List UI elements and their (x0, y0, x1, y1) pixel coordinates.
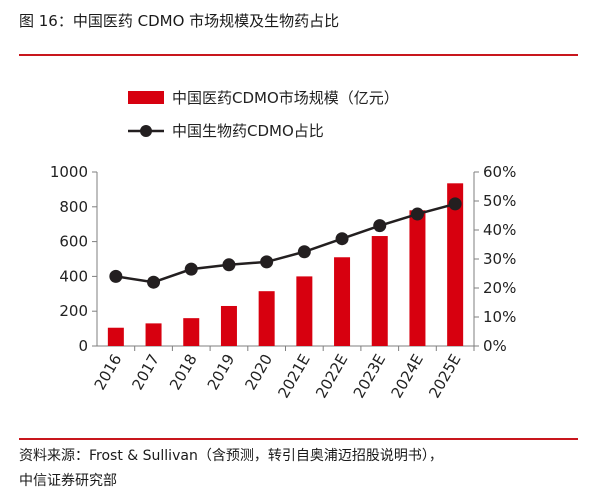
y-left-tick-label: 400 (59, 267, 88, 285)
bar-2017 (145, 323, 162, 346)
x-tick-label: 2023E (350, 351, 389, 401)
y-left-tick-label: 0 (78, 337, 88, 355)
y-right-tick-label: 30% (483, 250, 516, 268)
y-left-tick-label: 1000 (50, 163, 88, 181)
y-right-tick-label: 40% (483, 221, 516, 239)
source-note: 资料来源：Frost & Sullivan（含预测，转引自奥浦迈招股说明书）， … (19, 444, 584, 494)
y-left-tick-label: 800 (59, 198, 88, 216)
x-tick-label: 2021E (274, 351, 313, 401)
line-point-2020 (260, 255, 274, 269)
line-point-2022E (335, 232, 349, 246)
x-tick-label: 2019 (204, 351, 239, 393)
bar-2018 (183, 318, 200, 346)
legend-line-marker (140, 125, 152, 137)
y-right-tick-label: 10% (483, 308, 516, 326)
figure-title: 图 16：中国医药 CDMO 市场规模及生物药占比 (19, 12, 340, 30)
line-point-2016 (109, 269, 123, 283)
x-tick-label: 2017 (128, 351, 163, 393)
line-point-2025E (448, 197, 462, 211)
bar-2020 (258, 291, 275, 346)
line-point-2017 (147, 275, 161, 289)
source-divider (19, 438, 578, 440)
bar-2021E (296, 276, 313, 346)
bar-2022E (334, 257, 351, 346)
line-point-2019 (222, 258, 236, 272)
line-point-2018 (184, 262, 198, 276)
bar-2019 (220, 305, 237, 346)
x-tick-label: 2020 (241, 351, 276, 393)
legend-bar-label: 中国医药CDMO市场规模（亿元） (172, 89, 399, 107)
source-line-2: 中信证券研究部 (19, 473, 117, 489)
bar-2024E (409, 210, 426, 346)
y-right-tick-label: 60% (483, 163, 516, 181)
x-tick-label: 2016 (91, 351, 126, 393)
y-right-tick-label: 0% (483, 337, 507, 355)
source-line-1: 资料来源：Frost & Sullivan（含预测，转引自奥浦迈招股说明书）， (19, 448, 443, 464)
bar-2016 (107, 327, 124, 346)
x-tick-label: 2018 (166, 351, 201, 393)
y-left-tick-label: 200 (59, 302, 88, 320)
x-tick-label: 2025E (425, 351, 464, 401)
bar-2023E (371, 236, 388, 346)
line-point-2023E (373, 219, 387, 233)
y-right-tick-label: 50% (483, 192, 516, 210)
bar-2025E (447, 183, 464, 346)
y-left-tick-label: 600 (59, 233, 88, 251)
title-divider (19, 54, 578, 56)
line-point-2024E (410, 207, 424, 221)
y-right-tick-label: 20% (483, 279, 516, 297)
line-series-path (115, 202, 456, 284)
line-point-2021E (297, 245, 311, 259)
legend-line-label: 中国生物药CDMO占比 (172, 122, 324, 140)
x-tick-label: 2024E (387, 351, 426, 401)
legend-bar-swatch (128, 91, 164, 104)
x-tick-label: 2022E (312, 351, 351, 401)
